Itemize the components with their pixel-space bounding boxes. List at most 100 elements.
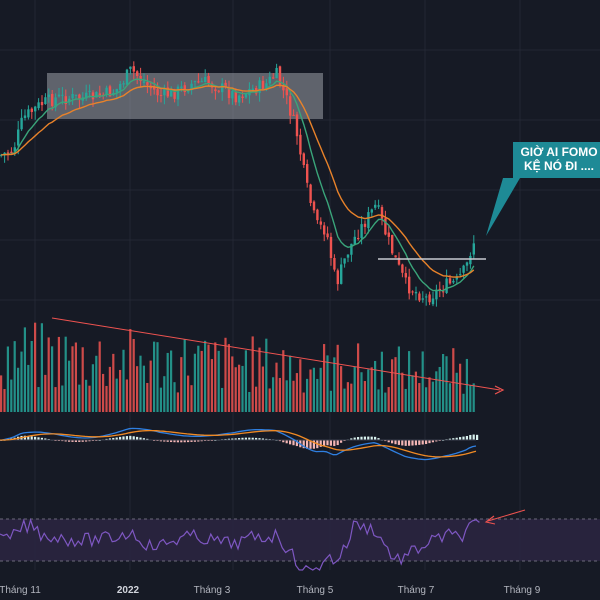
volume-bar-21	[71, 346, 74, 412]
volume-bar-124	[421, 351, 424, 412]
candle-body-46	[156, 89, 159, 96]
macd-hist-51	[173, 440, 176, 443]
volume-bar-4	[13, 341, 16, 412]
candle-body-21	[71, 94, 74, 99]
candle-body-4	[13, 147, 16, 152]
macd-hist-100	[340, 440, 343, 443]
macd-hist-134	[455, 437, 458, 440]
candle-body-118	[401, 264, 404, 273]
candle-body-90	[306, 164, 309, 183]
candle-body-139	[472, 243, 475, 255]
candle-body-83	[282, 85, 285, 91]
rsi-line	[0, 517, 480, 571]
macd-hist-36	[122, 436, 125, 440]
volume-bar-52	[176, 392, 179, 412]
volume-bar-43	[146, 382, 149, 412]
volume-bar-138	[469, 385, 472, 412]
volume-bar-48	[163, 376, 166, 412]
volume-bar-46	[156, 342, 159, 412]
volume-bar-88	[299, 359, 302, 412]
volume-bar-128	[435, 371, 438, 412]
volume-bar-57	[193, 353, 196, 412]
candle-body-6	[20, 117, 23, 130]
macd-hist-107	[363, 436, 366, 440]
candle-body-61	[207, 76, 210, 84]
candle-body-26	[88, 90, 91, 92]
volume-bar-139	[472, 383, 475, 412]
volume-bar-85	[289, 355, 292, 412]
macd-hist-74	[251, 437, 254, 440]
candle-body-3	[10, 151, 13, 153]
candle-body-72	[244, 93, 248, 98]
macd-hist-76	[258, 438, 261, 440]
candle-body-102	[346, 254, 350, 258]
volume-bar-104	[353, 366, 356, 412]
candle-body-113	[384, 218, 387, 235]
macd-hist-128	[435, 440, 438, 442]
candle-body-59	[200, 81, 203, 83]
volume-bar-122	[414, 371, 417, 412]
candle-body-80	[272, 77, 275, 79]
candle-body-76	[258, 80, 261, 93]
volume-bar-58	[197, 345, 200, 412]
candle-body-12	[40, 101, 44, 106]
candle-body-60	[204, 76, 207, 83]
price-candles	[0, 61, 475, 307]
volume-bar-119	[404, 388, 407, 412]
candle-body-82	[278, 66, 282, 85]
volume-bar-71	[241, 365, 244, 412]
volume-bar-69	[234, 367, 237, 412]
volume-bar-74	[251, 336, 254, 412]
volume-bar-68	[231, 356, 234, 412]
volume-bar-111	[377, 389, 380, 412]
volume-bar-108	[367, 369, 370, 412]
volume-bar-6	[20, 351, 23, 412]
volume-bar-101	[343, 388, 346, 412]
macd-hist-59	[200, 440, 203, 442]
candle-body-124	[421, 298, 424, 300]
volume-bar-112	[380, 351, 383, 412]
candle-body-42	[142, 81, 146, 83]
rsi-arrow-head	[484, 515, 496, 525]
volume-bar-15	[51, 346, 54, 412]
candle-body-89	[302, 153, 305, 165]
volume-bar-63	[214, 342, 217, 412]
volume-bar-23	[78, 384, 81, 412]
volume-bars	[0, 322, 475, 412]
volume-bar-61	[207, 344, 210, 412]
volume-bar-59	[200, 350, 203, 412]
macd-hist-106	[360, 436, 363, 440]
macd-hist-72	[244, 437, 247, 440]
macd-hist-58	[197, 440, 200, 442]
volume-bar-25	[85, 379, 88, 412]
volume-bar-115	[391, 359, 394, 412]
volume-trendline-segment	[51, 317, 501, 391]
volume-bar-121	[411, 375, 414, 412]
macd-hist-97	[329, 440, 332, 446]
volume-bar-32	[108, 366, 111, 412]
macd-hist-47	[159, 440, 162, 442]
volume-bar-27	[91, 364, 94, 412]
volume-bar-83	[282, 350, 285, 412]
volume-bar-16	[54, 387, 57, 412]
candle-body-127	[431, 298, 435, 305]
candle-body-129	[438, 288, 441, 291]
candle-body-108	[367, 212, 370, 229]
volume-bar-36	[122, 349, 125, 412]
macd-hist-39	[132, 436, 135, 440]
volume-bar-109	[370, 367, 373, 412]
macd-hist-70	[238, 438, 241, 440]
candle-body-57	[193, 81, 197, 83]
candle-body-51	[173, 89, 176, 99]
macd-hist-124	[421, 440, 424, 445]
volume-bar-99	[336, 344, 339, 412]
volume-bar-49	[166, 352, 169, 412]
macd-hist-41	[139, 437, 142, 440]
candle-body-105	[357, 237, 360, 239]
candle-body-115	[391, 234, 394, 254]
volume-bar-17	[57, 336, 60, 412]
candle-body-41	[139, 75, 142, 82]
macd-hist-119	[404, 440, 407, 446]
volume-bar-38	[129, 329, 132, 412]
